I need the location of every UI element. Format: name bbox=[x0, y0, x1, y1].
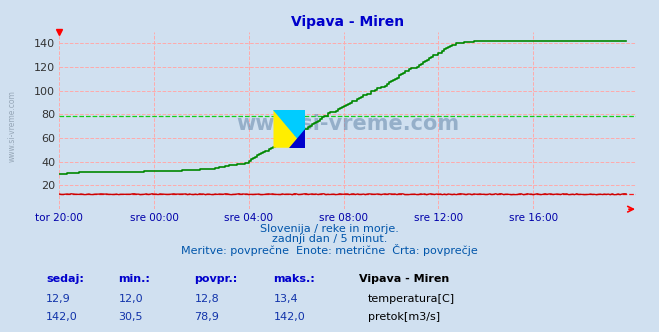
Text: maks.:: maks.: bbox=[273, 274, 315, 284]
Text: 12,8: 12,8 bbox=[194, 294, 219, 304]
Text: zadnji dan / 5 minut.: zadnji dan / 5 minut. bbox=[272, 234, 387, 244]
Polygon shape bbox=[273, 110, 305, 148]
Polygon shape bbox=[273, 110, 305, 148]
Text: 78,9: 78,9 bbox=[194, 312, 219, 322]
Title: Vipava - Miren: Vipava - Miren bbox=[291, 15, 404, 29]
Text: 12,0: 12,0 bbox=[119, 294, 143, 304]
Text: www.si-vreme.com: www.si-vreme.com bbox=[8, 90, 17, 162]
Text: 12,9: 12,9 bbox=[46, 294, 71, 304]
Text: 142,0: 142,0 bbox=[273, 312, 305, 322]
Text: povpr.:: povpr.: bbox=[194, 274, 238, 284]
Polygon shape bbox=[289, 128, 305, 148]
Text: 142,0: 142,0 bbox=[46, 312, 78, 322]
Text: 30,5: 30,5 bbox=[119, 312, 143, 322]
Text: 13,4: 13,4 bbox=[273, 294, 298, 304]
Text: temperatura[C]: temperatura[C] bbox=[368, 294, 455, 304]
Text: Meritve: povprečne  Enote: metrične  Črta: povprečje: Meritve: povprečne Enote: metrične Črta:… bbox=[181, 244, 478, 256]
Text: pretok[m3/s]: pretok[m3/s] bbox=[368, 312, 440, 322]
Text: sedaj:: sedaj: bbox=[46, 274, 84, 284]
Text: min.:: min.: bbox=[119, 274, 150, 284]
Text: www.si-vreme.com: www.si-vreme.com bbox=[236, 114, 459, 134]
Text: Slovenija / reke in morje.: Slovenija / reke in morje. bbox=[260, 224, 399, 234]
Text: Vipava - Miren: Vipava - Miren bbox=[359, 274, 449, 284]
